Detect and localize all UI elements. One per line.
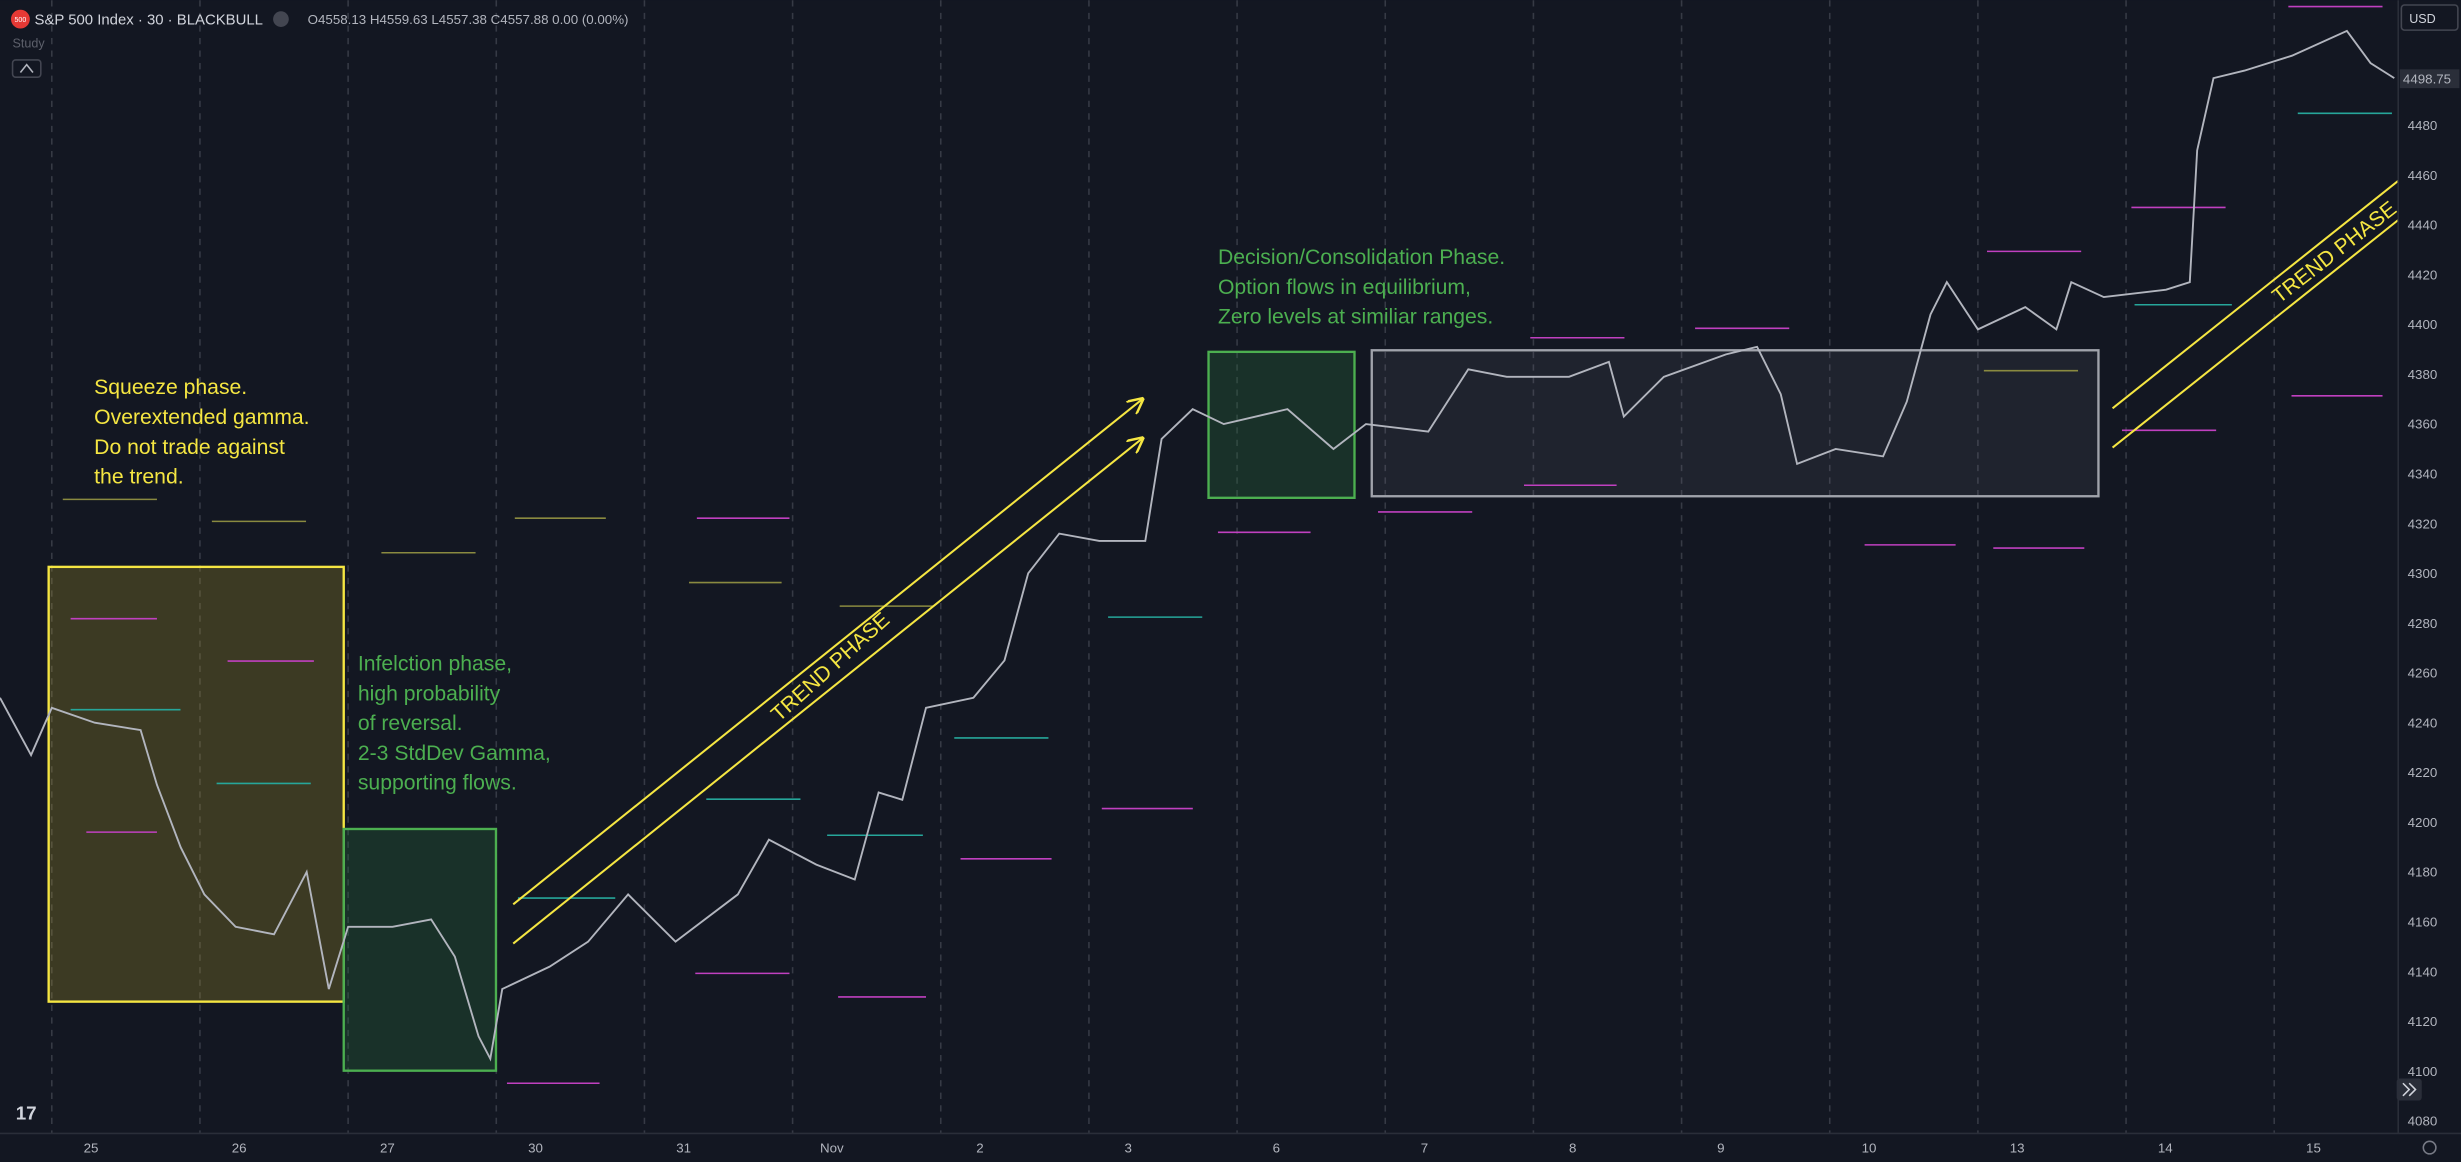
annotation-line: high probability (358, 682, 501, 705)
symbol-title[interactable]: S&P 500 Index · 30 · BLACKBULL (35, 13, 263, 29)
price-tick-label: 4100 (2408, 1064, 2438, 1079)
time-tick-label: 30 (528, 1140, 543, 1155)
annotation-line: Zero levels at similiar ranges. (1218, 306, 1493, 329)
time-tick-label: 6 (1273, 1140, 1280, 1155)
annotation-line: Overextended gamma. (94, 406, 309, 429)
price-tick-label: 4080 (2408, 1114, 2438, 1129)
logo: 17 (16, 1102, 37, 1123)
annotation-line: the trend. (94, 466, 183, 489)
symbol-icon (10, 9, 30, 29)
price-tick-label: 4420 (2408, 267, 2438, 282)
collapse-icon (19, 63, 34, 73)
annotation-line: 2-3 StdDev Gamma, (358, 742, 551, 765)
annotation-line: Do not trade against (94, 436, 285, 459)
settings-button[interactable] (2422, 1140, 2437, 1155)
price-tick-label: 4440 (2408, 218, 2438, 233)
time-tick-label: 25 (84, 1140, 99, 1155)
time-tick-label: 13 (2010, 1140, 2025, 1155)
price-tick-label: 4360 (2408, 417, 2438, 432)
time-tick-label: 15 (2306, 1140, 2321, 1155)
price-tick-label: 4240 (2408, 715, 2438, 730)
annotation-line: Squeeze phase. (94, 376, 247, 399)
study-label[interactable]: Study (13, 36, 46, 50)
price-tick-label: 4260 (2408, 666, 2438, 681)
time-tick-label: 7 (1421, 1140, 1428, 1155)
price-line (0, 29, 2395, 1062)
price-tick-label: 4220 (2408, 765, 2438, 780)
scroll-icon (2402, 1082, 2417, 1097)
time-tick-label: 9 (1717, 1140, 1724, 1155)
time-tick-label: 2 (976, 1140, 983, 1155)
currency-label: USD (2409, 12, 2436, 26)
price-tick-label: 4380 (2408, 367, 2438, 382)
price-tick-label: 4340 (2408, 467, 2438, 482)
squeeze-box (47, 565, 345, 1003)
price-tick-label: 4480 (2408, 118, 2438, 133)
price-tick-label: 4400 (2408, 317, 2438, 332)
last-price-box (2399, 69, 2460, 89)
time-tick-label: 31 (676, 1140, 691, 1155)
trend-arrows (512, 179, 2399, 945)
price-tick-label: 4180 (2408, 865, 2438, 880)
time-tick-label: 8 (1569, 1140, 1576, 1155)
annotation-line: Option flows in equilibrium, (1218, 276, 1471, 299)
annotation-line: Infelction phase, (358, 652, 512, 675)
symbol-badge: 500 (15, 17, 27, 24)
annotation-line: supporting flows. (358, 772, 517, 795)
ohlc-values: O4558.13 H4559.63 L4557.38 C4557.88 0.00… (308, 12, 629, 27)
inflection-box (342, 827, 498, 1072)
annotation-line: of reversal. (358, 712, 463, 735)
price-tick-label: 4140 (2408, 964, 2438, 979)
time-tick-label: 26 (232, 1140, 247, 1155)
price-tick-label: 4300 (2408, 566, 2438, 581)
time-tick-label: 27 (380, 1140, 395, 1155)
time-tick-label: Nov (820, 1140, 844, 1155)
time-tick-label: 14 (2158, 1140, 2173, 1155)
time-tick-label: 10 (1862, 1140, 1877, 1155)
price-tick-label: 4320 (2408, 516, 2438, 531)
annotation-line: Decision/Consolidation Phase. (1218, 246, 1505, 269)
collapse-button[interactable] (11, 59, 42, 78)
currency-button[interactable] (2400, 4, 2459, 31)
levels (62, 5, 2392, 1085)
price-tick-label: 4460 (2408, 168, 2438, 183)
price-tick-label: 4120 (2408, 1014, 2438, 1029)
menu-button[interactable] (273, 11, 289, 27)
price-tick-label: 4160 (2408, 915, 2438, 930)
time-tick-label: 3 (1124, 1140, 1131, 1155)
price-tick-label: 4280 (2408, 616, 2438, 631)
price-tick-label: 4200 (2408, 815, 2438, 830)
consolidation-box (1370, 349, 2100, 498)
decision-box (1207, 350, 1356, 499)
last-price-label: 4498.75 (2403, 71, 2451, 86)
